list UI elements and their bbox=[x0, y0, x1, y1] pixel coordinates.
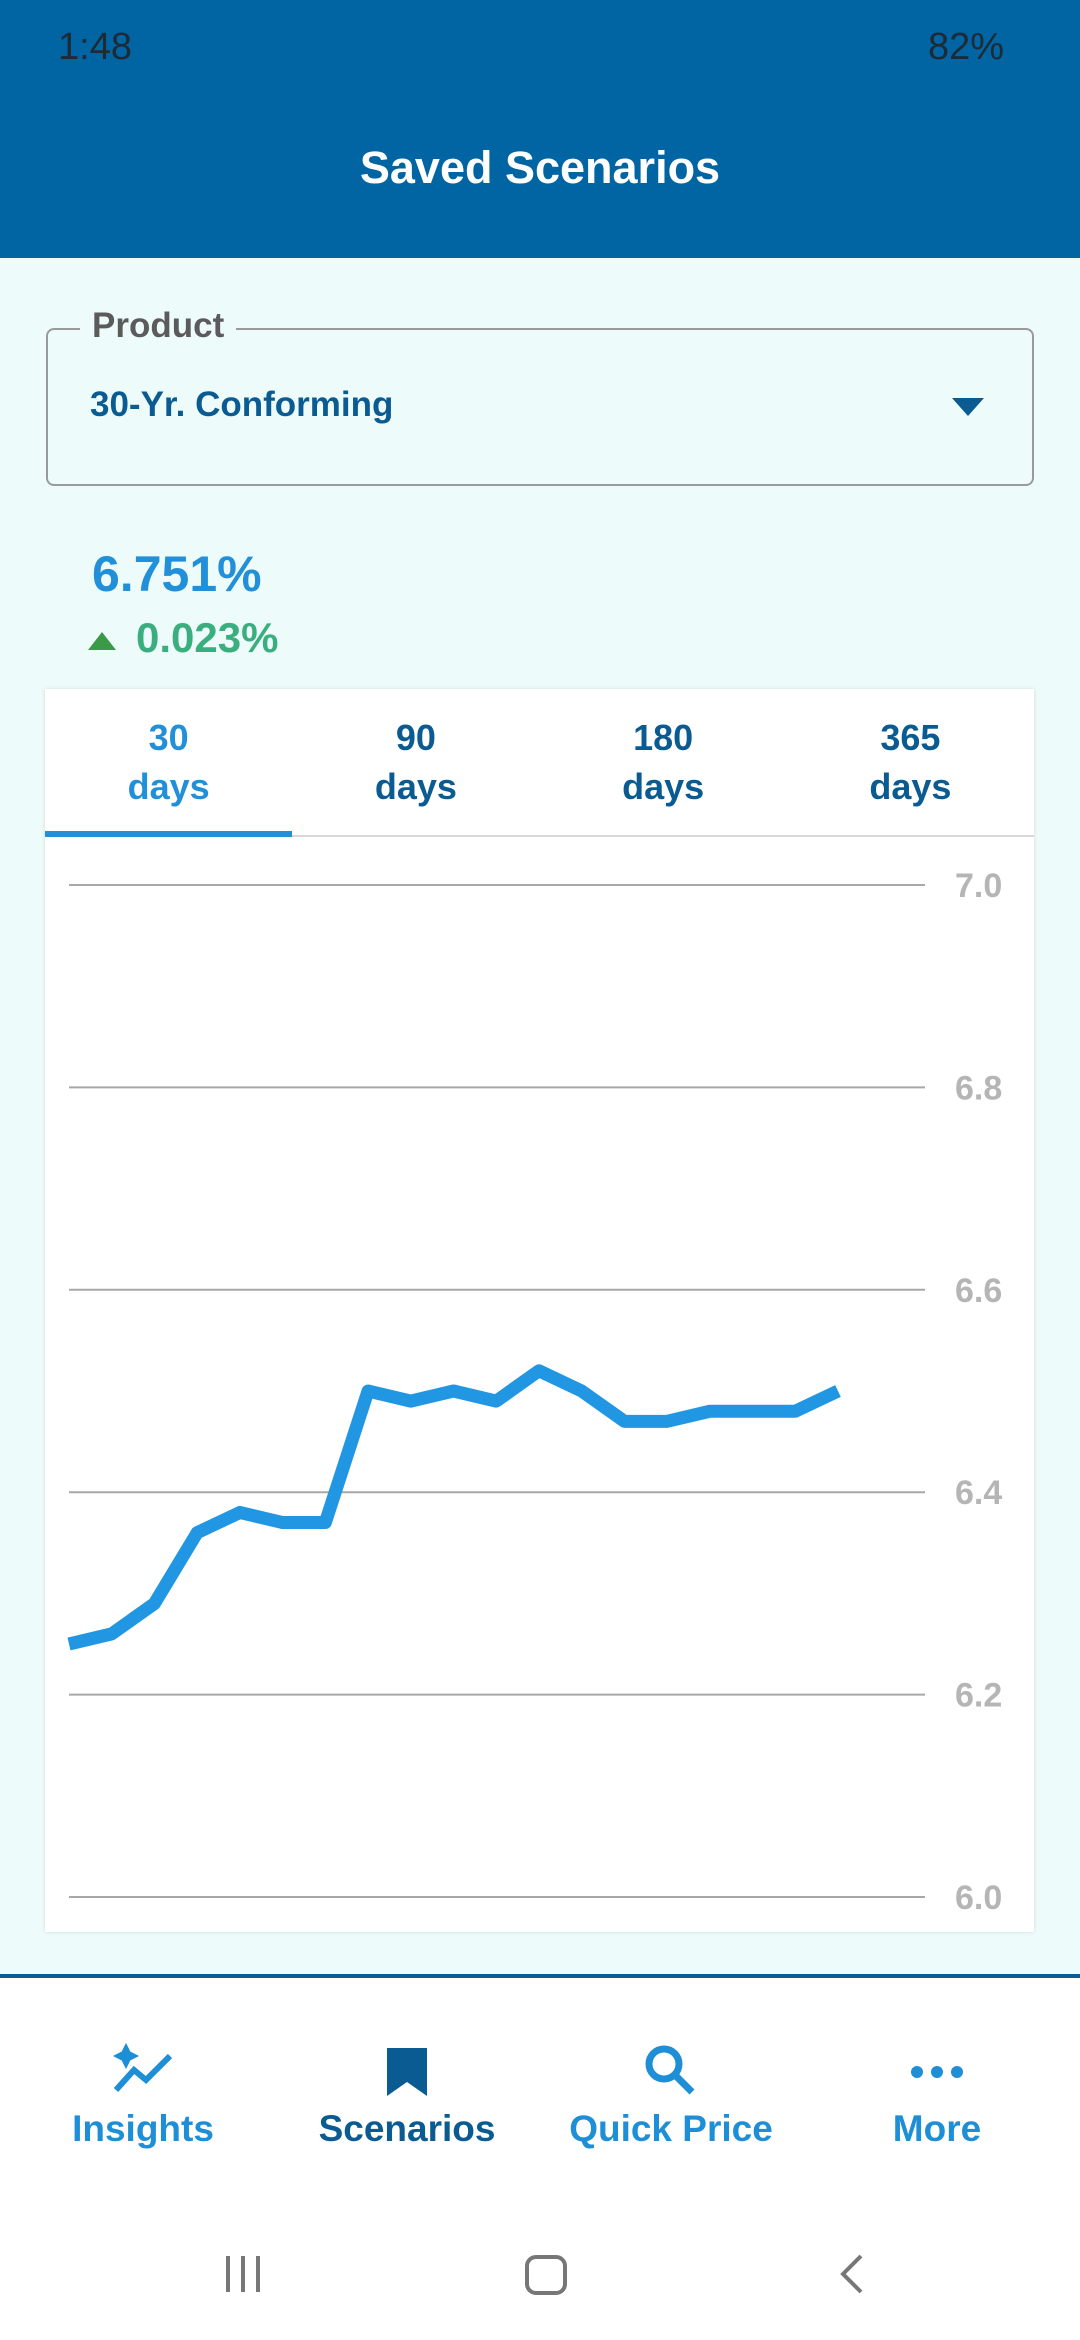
insights-icon bbox=[112, 2042, 173, 2093]
screen-title: Saved Scenarios bbox=[359, 142, 721, 193]
rate-change: 0.023% bbox=[136, 614, 279, 661]
tab-number: 90 bbox=[395, 717, 436, 758]
chart: 6.0 6.2 6.4 6.6 6.8 7.0 bbox=[67, 867, 1002, 1917]
product-select[interactable] bbox=[46, 328, 1034, 486]
tab-unit: days bbox=[869, 766, 952, 807]
range-tabs: 30 days 90 days 180 days 365 days bbox=[45, 689, 1034, 837]
product-label: Product bbox=[80, 306, 237, 346]
tab-number: 180 bbox=[633, 717, 694, 758]
status-time: 1:48 bbox=[58, 26, 132, 68]
range-tab[interactable]: 30 days bbox=[45, 689, 293, 837]
range-tab[interactable]: 365 days bbox=[787, 689, 1034, 835]
y-tick-label: 6.2 bbox=[955, 1677, 1002, 1715]
nav-label[interactable]: More bbox=[892, 2108, 982, 2149]
status-battery: 82% bbox=[927, 26, 1004, 68]
rate-value: 6.751% bbox=[92, 546, 262, 602]
tab-number: 365 bbox=[880, 717, 941, 758]
rate-line bbox=[67, 1364, 841, 1651]
more-icon bbox=[911, 2066, 963, 2078]
tab-unit: days bbox=[622, 766, 705, 807]
nav-divider bbox=[0, 1974, 1080, 1978]
dropdown-arrow bbox=[952, 398, 984, 416]
y-tick-label: 7.0 bbox=[955, 867, 1002, 905]
y-tick-label: 6.6 bbox=[955, 1272, 1002, 1310]
tab-unit: days bbox=[374, 766, 457, 807]
tab-number: 30 bbox=[148, 717, 189, 758]
up-arrow bbox=[88, 632, 116, 650]
tab-unit: days bbox=[127, 766, 210, 807]
y-tick-label: 6.0 bbox=[955, 1879, 1002, 1917]
nav-label[interactable]: Quick Price bbox=[569, 2108, 773, 2149]
range-tab[interactable]: 180 days bbox=[540, 689, 787, 835]
chart-card bbox=[45, 689, 1034, 1932]
nav-icons bbox=[112, 2042, 963, 2096]
app-bar bbox=[0, 0, 1080, 258]
system-nav bbox=[226, 2254, 863, 2295]
range-tab[interactable]: 90 days bbox=[292, 689, 539, 835]
bottom-nav bbox=[0, 1978, 1080, 2340]
tab-indicator bbox=[45, 831, 293, 837]
search-icon bbox=[645, 2045, 695, 2095]
nav-label[interactable]: Insights bbox=[72, 2108, 214, 2149]
y-tick-label: 6.4 bbox=[955, 1474, 1002, 1512]
y-tick-label: 6.8 bbox=[955, 1069, 1002, 1107]
scenarios-icon bbox=[387, 2048, 427, 2096]
product-value: 30-Yr. Conforming bbox=[90, 385, 394, 424]
nav-label[interactable]: Scenarios bbox=[318, 2108, 496, 2149]
